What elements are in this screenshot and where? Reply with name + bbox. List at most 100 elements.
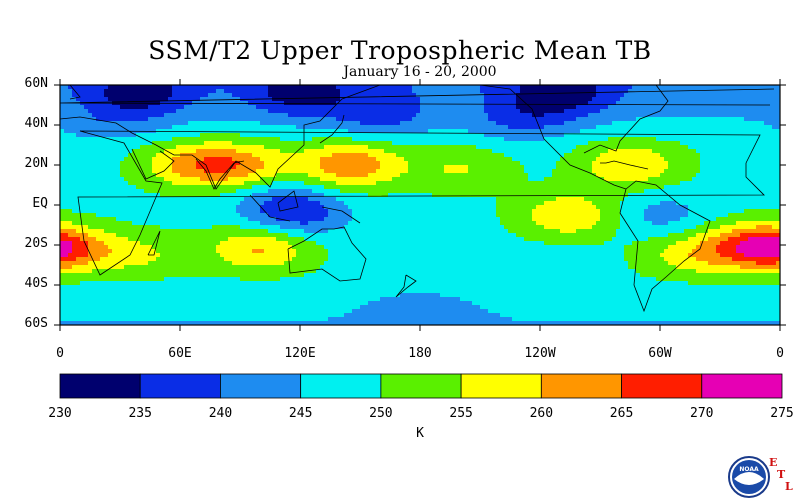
map-cell <box>284 93 289 98</box>
map-cell <box>632 85 637 90</box>
map-cell <box>660 141 665 146</box>
map-cell <box>236 105 241 110</box>
map-cell <box>476 157 481 162</box>
map-cell <box>248 173 253 178</box>
map-cell <box>300 181 305 186</box>
map-cell <box>104 173 109 178</box>
map-cell <box>156 141 161 146</box>
map-cell <box>224 97 229 102</box>
map-cell <box>636 129 641 134</box>
map-cell <box>308 97 313 102</box>
map-cell <box>400 185 405 190</box>
map-cell <box>364 177 369 182</box>
map-cell <box>116 181 121 186</box>
map-cell <box>308 101 313 106</box>
map-cell <box>596 121 601 126</box>
map-cell <box>684 109 689 114</box>
map-cell <box>764 125 769 130</box>
map-cell <box>660 149 665 154</box>
map-cell <box>496 97 501 102</box>
map-cell <box>144 109 149 114</box>
map-cell <box>188 109 193 114</box>
map-cell <box>484 169 489 174</box>
map-cell <box>532 145 537 150</box>
map-cell <box>128 165 133 170</box>
map-cell <box>392 141 397 146</box>
map-cell <box>384 145 389 150</box>
map-cell <box>448 109 453 114</box>
map-cell <box>684 85 689 90</box>
map-cell <box>604 141 609 146</box>
map-cell <box>360 85 365 90</box>
map-cell <box>276 117 281 122</box>
map-cell <box>172 157 177 162</box>
map-cell <box>308 193 313 198</box>
map-cell <box>364 113 369 118</box>
map-cell <box>252 157 257 162</box>
map-cell <box>604 185 609 190</box>
map-cell <box>404 173 409 178</box>
map-cell <box>120 97 125 102</box>
map-cell <box>388 141 393 146</box>
map-cell <box>644 125 649 130</box>
map-cell <box>664 157 669 162</box>
map-cell <box>468 133 473 138</box>
map-cell <box>728 141 733 146</box>
map-cell <box>564 161 569 166</box>
map-cell <box>408 145 413 150</box>
map-cell <box>604 173 609 178</box>
map-cell <box>428 169 433 174</box>
map-cell <box>204 189 209 194</box>
map-cell <box>596 165 601 170</box>
map-cell <box>112 117 117 122</box>
map-cell <box>640 173 645 178</box>
map-cell <box>416 177 421 182</box>
map-cell <box>480 189 485 194</box>
map-cell <box>500 141 505 146</box>
map-cell <box>152 89 157 94</box>
map-cell <box>172 117 177 122</box>
map-cell <box>116 89 121 94</box>
map-cell <box>464 113 469 118</box>
map-cell <box>572 125 577 130</box>
map-cell <box>136 117 141 122</box>
map-cell <box>388 177 393 182</box>
map-cell <box>396 165 401 170</box>
map-cell <box>680 177 685 182</box>
map-cell <box>368 181 373 186</box>
map-cell <box>236 113 241 118</box>
map-cell <box>776 145 781 150</box>
map-cell <box>652 165 657 170</box>
map-cell <box>480 89 485 94</box>
map-cell <box>552 117 557 122</box>
map-cell <box>512 117 517 122</box>
map-cell <box>572 85 577 90</box>
map-cell <box>316 105 321 110</box>
map-cell <box>508 105 513 110</box>
map-cell <box>304 89 309 94</box>
map-cell <box>276 169 281 174</box>
map-cell <box>308 173 313 178</box>
map-cell <box>356 185 361 190</box>
map-cell <box>244 153 249 158</box>
map-cell <box>116 189 121 194</box>
map-cell <box>552 173 557 178</box>
map-cell <box>384 133 389 138</box>
map-cell <box>524 129 529 134</box>
map-cell <box>276 141 281 146</box>
map-cell <box>100 177 105 182</box>
map-cell <box>296 185 301 190</box>
map-cell <box>684 189 689 194</box>
map-cell <box>452 189 457 194</box>
map-cell <box>184 109 189 114</box>
map-cell <box>708 89 713 94</box>
map-cell <box>128 185 133 190</box>
map-cell <box>676 93 681 98</box>
map-cell <box>452 113 457 118</box>
map-cell <box>236 117 241 122</box>
map-cell <box>336 173 341 178</box>
map-cell <box>72 169 77 174</box>
map-cell <box>152 161 157 166</box>
map-cell <box>544 145 549 150</box>
map-cell <box>340 101 345 106</box>
